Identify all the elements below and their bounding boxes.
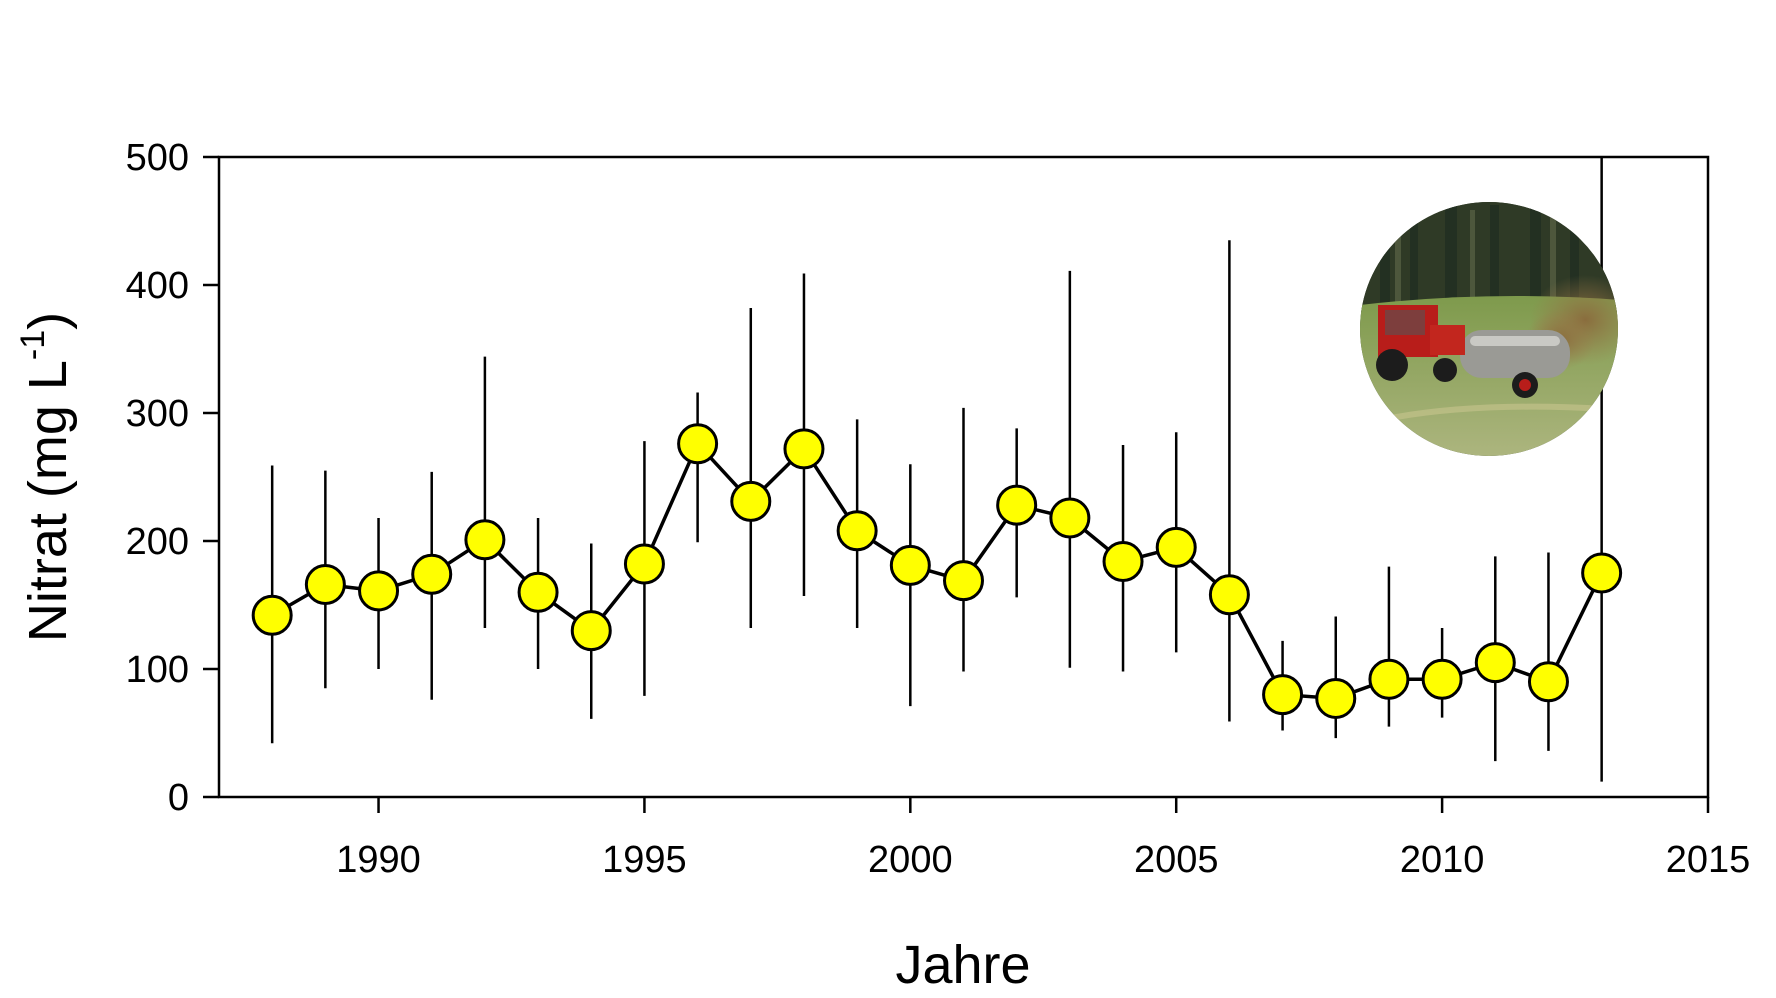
data-point-1990 [358,570,400,612]
data-point-2005 [1155,526,1197,568]
data-point-1997 [730,480,772,522]
y-tick-label-0: 0 [168,777,189,819]
x-tick-label-2000: 2000 [868,839,953,881]
x-tick-label-1995: 1995 [602,839,687,881]
data-point-1989 [304,564,346,606]
data-point-2010 [1421,658,1463,700]
data-point-1988 [251,594,293,636]
x-axis-title: Jahre [895,935,1030,995]
data-point-1992 [464,519,506,561]
y-axis-title-suffix: ) [18,312,78,330]
tractor-photo-inset [1360,202,1618,456]
y-axis-title: Nitrat (mg L-1) [14,312,78,642]
x-axis-ticks: 1990 1995 2000 2005 2010 2015 [336,797,1750,881]
y-axis-title-main: Nitrat (mg L [18,360,78,642]
data-point-1998 [783,428,825,470]
data-point-2013 [1581,552,1623,594]
data-point-1996 [677,423,719,465]
data-point-2012 [1527,661,1569,703]
data-point-2008 [1315,677,1357,719]
y-tick-label-100: 100 [126,649,189,691]
data-point-1995 [623,543,665,585]
y-axis-ticks: 0 100 200 300 400 500 [126,137,219,819]
data-point-2002 [996,484,1038,526]
data-points [251,423,1623,719]
x-tick-label-2015: 2015 [1666,839,1751,881]
data-point-2007 [1262,674,1304,716]
x-tick-label-1990: 1990 [336,839,421,881]
series-line [271,441,1604,701]
x-tick-label-2005: 2005 [1134,839,1219,881]
x-tick-label-2010: 2010 [1400,839,1485,881]
data-point-2004 [1102,540,1144,582]
data-point-2000 [889,544,931,586]
data-point-2011 [1474,642,1516,684]
data-point-2003 [1049,497,1091,539]
data-point-1994 [570,610,612,652]
y-tick-label-300: 300 [126,393,189,435]
y-tick-label-500: 500 [126,137,189,179]
data-point-2009 [1368,658,1410,700]
data-point-1993 [517,571,559,613]
y-tick-label-200: 200 [126,521,189,563]
data-point-1991 [411,553,453,595]
data-point-1999 [836,510,878,552]
y-tick-label-400: 400 [126,265,189,307]
plot-area-frame [217,155,1710,799]
y-axis-title-superscript: -1 [14,330,52,360]
data-point-2001 [943,560,984,602]
data-point-2006 [1208,574,1250,616]
